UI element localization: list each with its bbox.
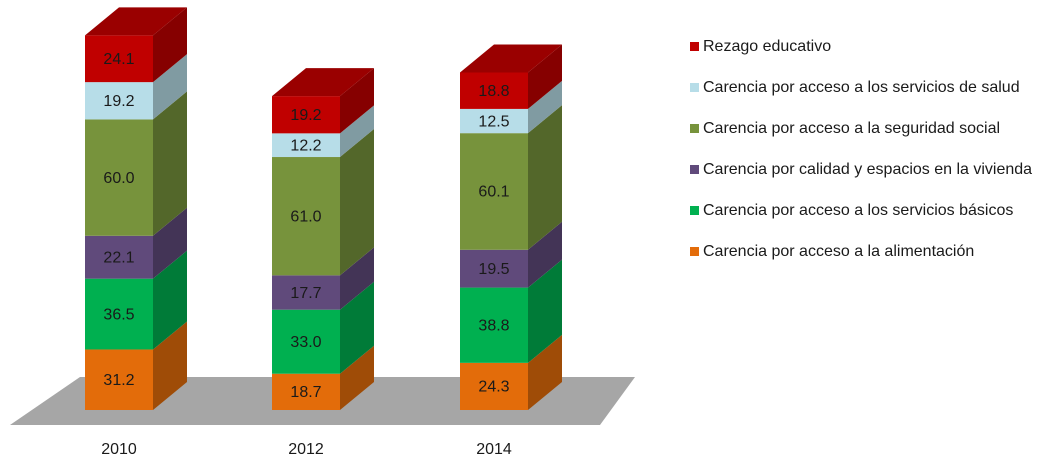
data-label: 12.2: [290, 137, 321, 154]
legend-item: Rezago educativo: [688, 36, 1033, 58]
bar-side: [528, 334, 562, 410]
bar-side: [153, 250, 187, 350]
bar: [460, 133, 528, 250]
legend-swatch: [690, 42, 699, 51]
bar-side: [153, 91, 187, 236]
x-tick-label: 2010: [101, 441, 137, 457]
legend-swatch: [690, 83, 699, 92]
legend-swatch: [690, 247, 699, 256]
legend-swatch: [690, 124, 699, 133]
legend-swatch: [690, 206, 699, 215]
bar: [460, 72, 528, 109]
bar-side: [153, 54, 187, 120]
bar: [85, 82, 153, 120]
data-label: 60.1: [478, 184, 509, 201]
data-label: 60.0: [103, 170, 134, 187]
bar: [85, 35, 153, 83]
legend-label: Rezago educativo: [703, 38, 832, 55]
bar-side: [528, 80, 562, 134]
data-label: 12.5: [478, 113, 509, 130]
data-label: 24.3: [478, 379, 509, 396]
bar: [85, 278, 153, 350]
data-label: 36.5: [103, 306, 134, 323]
x-tick-label: 2014: [476, 441, 512, 457]
legend-swatch: [690, 165, 699, 174]
data-label: 24.1: [103, 51, 134, 68]
bar-side: [340, 247, 374, 310]
bar-side: [528, 105, 562, 250]
data-label: 38.8: [478, 317, 509, 334]
legend-label: Carencia por acceso a la seguridad socia…: [703, 120, 1001, 137]
legend: Rezago educativo Carencia por acceso a lo…: [688, 36, 1033, 282]
bar: [272, 373, 340, 410]
bar-side: [153, 7, 187, 83]
legend-item: Carencia por calidad y espacios en la vi…: [688, 159, 1033, 181]
legend-label: Carencia por acceso a los servicios bási…: [703, 202, 1014, 219]
data-label: 31.2: [103, 372, 134, 389]
bar: [460, 287, 528, 363]
bar-top: [460, 44, 562, 73]
bar-side: [340, 129, 374, 276]
bar-side: [340, 105, 374, 158]
legend-item: Carencia por acceso a los servicios bási…: [688, 200, 1033, 222]
bar-side: [153, 321, 187, 410]
bar-side: [340, 281, 374, 374]
bar: [272, 275, 340, 310]
bar: [85, 119, 153, 236]
bar: [272, 133, 340, 158]
data-label: 19.2: [103, 93, 134, 110]
bar: [460, 249, 528, 288]
legend-label: Carencia por acceso a los servicios de s…: [703, 79, 1020, 96]
bar: [460, 362, 528, 410]
bar: [272, 96, 340, 134]
legend-label: Carencia por acceso a la alimentación: [703, 243, 975, 260]
legend-item: Carencia por acceso a la alimentación: [688, 241, 1033, 263]
bar-side: [528, 221, 562, 288]
bar: [272, 309, 340, 374]
chart: 2010 31.2 36.5 22.1 60.0 19.2 24.1 2012 18.7 33.0…: [10, 7, 635, 457]
bar: [85, 349, 153, 410]
data-label: 18.7: [290, 384, 321, 401]
bar-side: [340, 68, 374, 134]
bar: [460, 108, 528, 134]
bar-side: [528, 44, 562, 109]
legend-item: Carencia por acceso a los servicios de s…: [688, 77, 1033, 99]
data-label: 33.0: [290, 334, 321, 351]
bar-side: [340, 345, 374, 410]
legend-label: Carencia por calidad y espacios en la vi…: [703, 161, 1033, 178]
data-label: 19.5: [478, 261, 509, 278]
bar-side: [153, 207, 187, 279]
x-tick-label: 2012: [288, 441, 324, 457]
data-label: 61.0: [290, 208, 321, 225]
bar: [272, 157, 340, 276]
bar: [85, 235, 153, 279]
data-label: 18.8: [478, 83, 509, 100]
bar-top: [272, 68, 374, 97]
bar-side: [528, 259, 562, 363]
legend-item: Carencia por acceso a la seguridad socia…: [688, 118, 1033, 140]
bar-top: [85, 7, 187, 36]
data-label: 17.7: [290, 285, 321, 302]
data-label: 22.1: [103, 249, 134, 266]
data-label: 19.2: [290, 107, 321, 124]
